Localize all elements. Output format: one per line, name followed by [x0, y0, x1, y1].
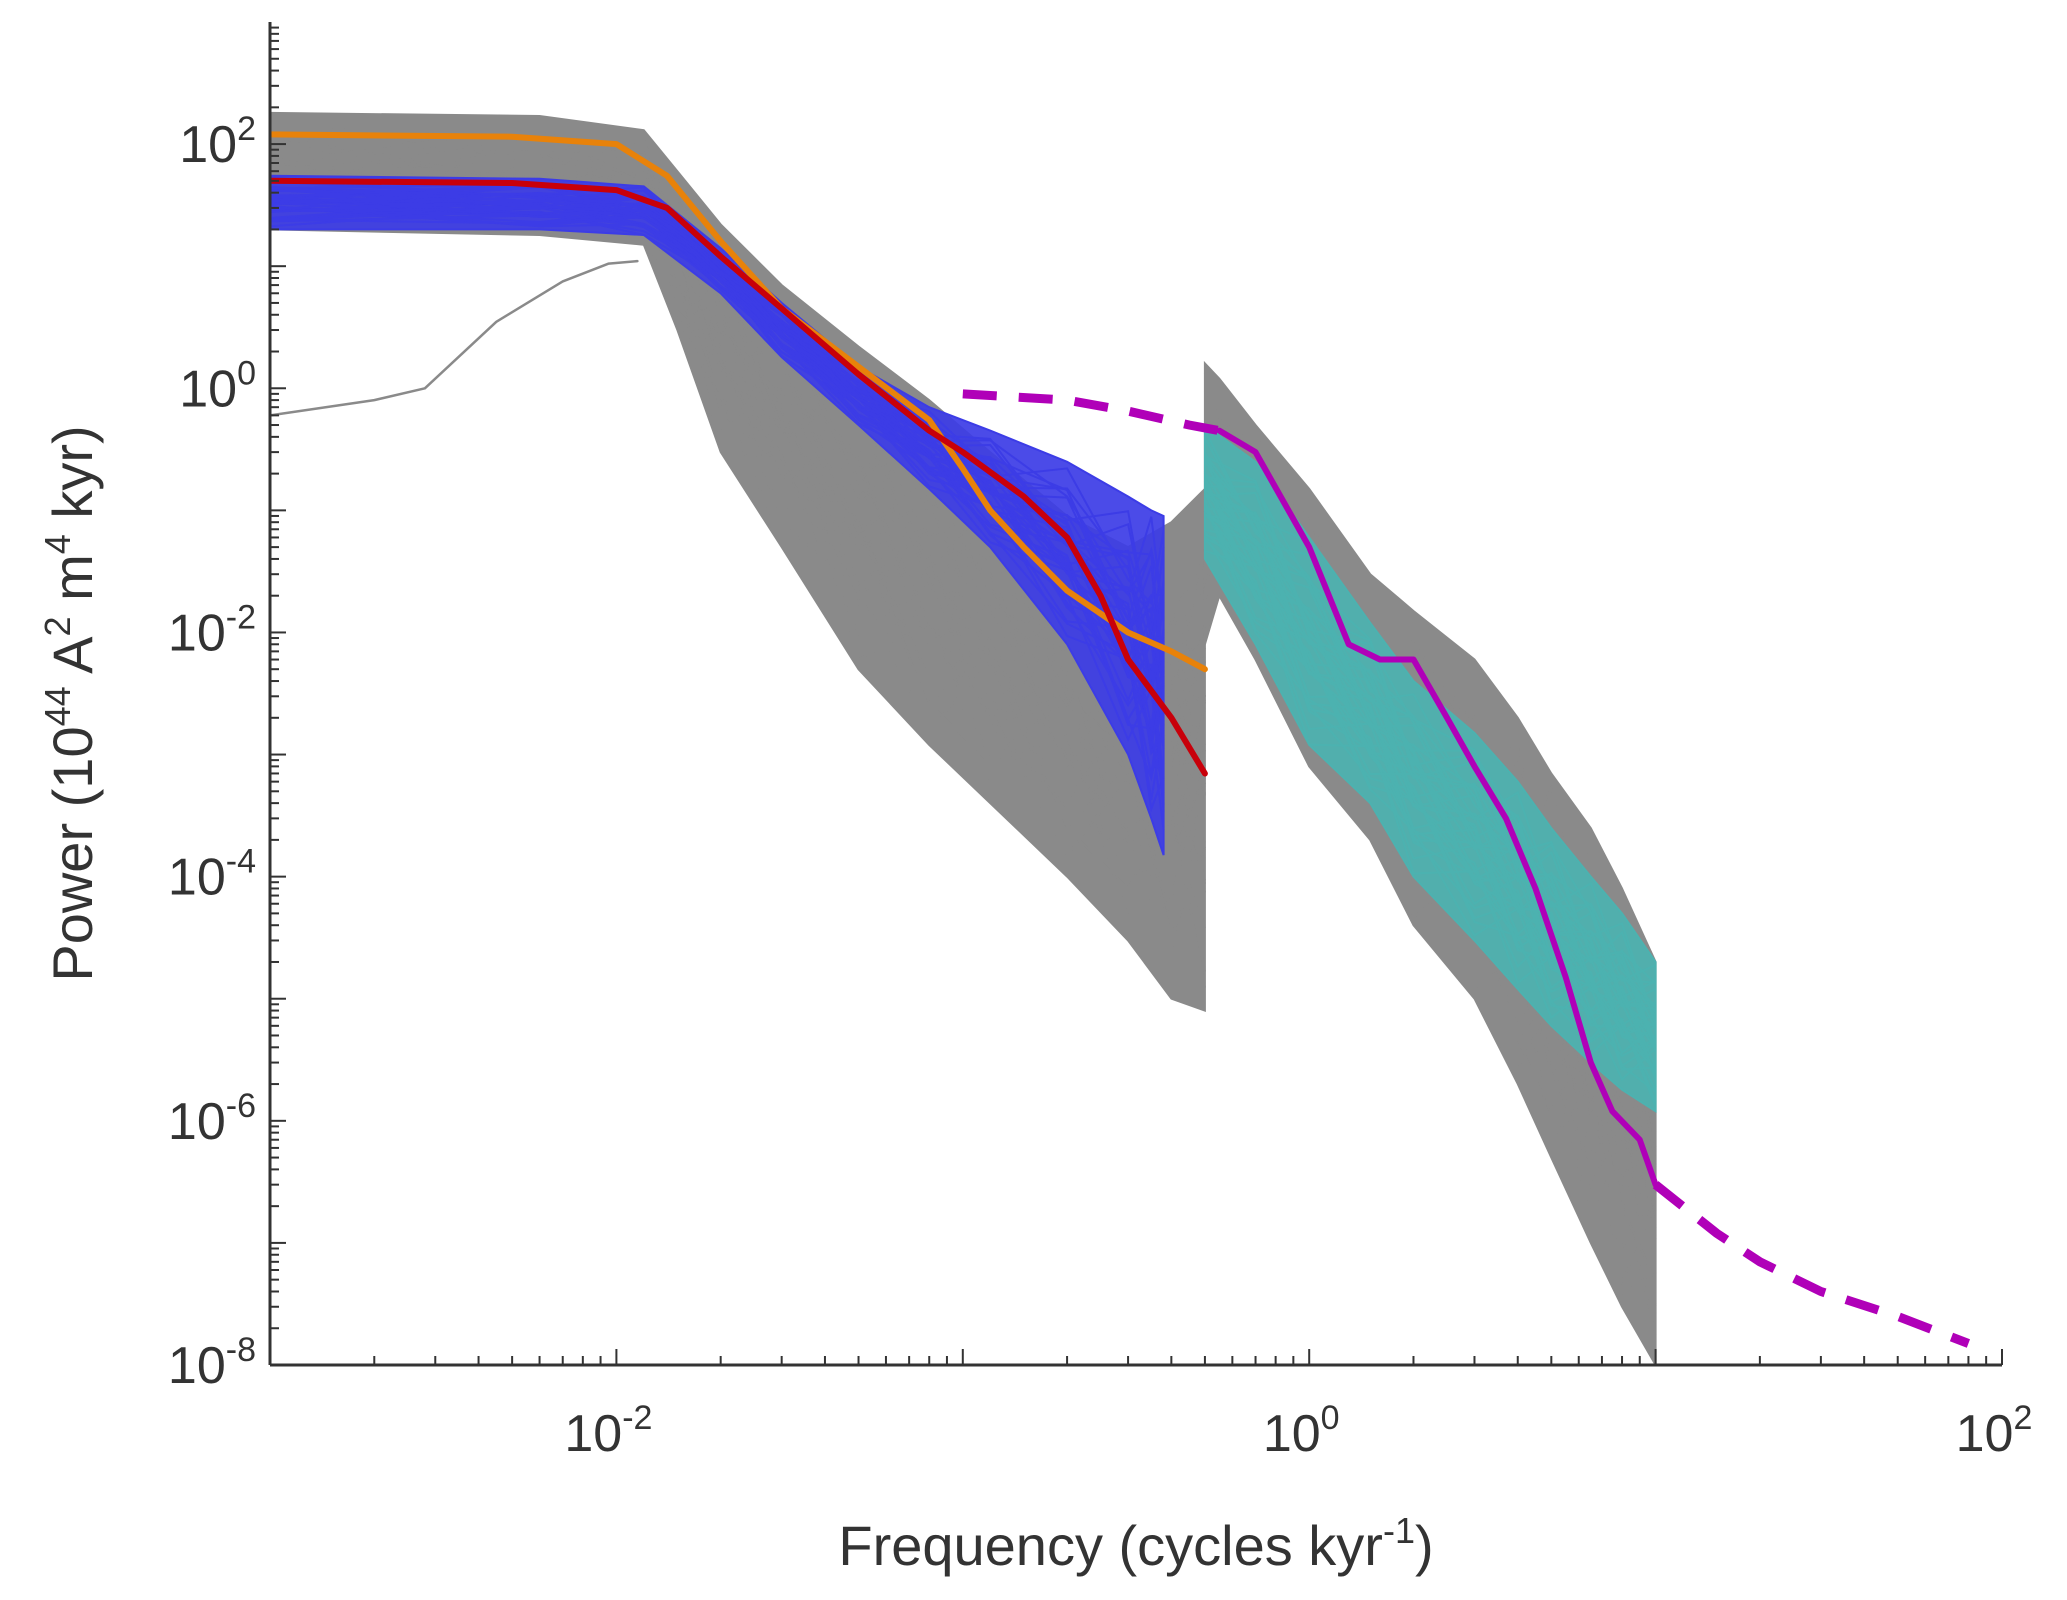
y-tick-exponent: -8	[226, 1331, 256, 1369]
teal-ensemble-strand	[1204, 455, 1657, 1026]
magenta-solid-line	[1216, 427, 1659, 1188]
x-tick-base: 10	[1263, 1405, 1321, 1463]
x-tick-label: 100	[1263, 1399, 1340, 1463]
teal-ensemble-strand	[1204, 534, 1657, 1082]
y-tick-base: 10	[168, 604, 226, 662]
teal-ensemble-strand	[1204, 437, 1657, 1029]
y-axis-label-end: kyr)	[41, 425, 104, 534]
y-tick-base: 10	[179, 360, 237, 418]
teal-ensemble-strand	[1204, 473, 1657, 1052]
x-tick-label: 10-2	[564, 1399, 652, 1463]
teal-ensemble-strand	[1204, 485, 1657, 985]
y-axis-label-text: Power (10	[41, 726, 104, 981]
x-tick-base: 10	[1956, 1405, 2014, 1463]
y-tick-exponent: -6	[226, 1087, 256, 1125]
axes	[268, 22, 2002, 1367]
series-magenta-solid	[1216, 427, 1659, 1188]
y-axis-label: Power (1044 A2 m4 kyr)	[37, 425, 104, 981]
x-tick-exponent: -2	[622, 1399, 652, 1437]
ticks	[269, 26, 2003, 1366]
x-axis-label: Frequency (cycles kyr-1)	[838, 1510, 1433, 1577]
y-axis-label-exp-3: 4	[37, 534, 78, 554]
teal-ensemble-strand	[1204, 494, 1657, 1052]
x-tick-exponent: 0	[1321, 1399, 1340, 1437]
y-tick-exponent: -2	[226, 598, 256, 636]
red-line-line	[270, 177, 1208, 777]
x-axis-label-exponent: -1	[1383, 1510, 1415, 1551]
y-tick-base: 10	[168, 1093, 226, 1151]
x-axis-label-close: )	[1415, 1514, 1434, 1577]
y-axis-label-mid: A	[41, 636, 104, 686]
y-axis-label-mid-2: m	[41, 554, 104, 616]
blue-ensemble-band	[270, 174, 1165, 856]
x-tick-exponent: 2	[2013, 1399, 2032, 1437]
y-tick-label: 10-4	[168, 843, 256, 907]
y-tick-label: 10-6	[168, 1087, 256, 1151]
gray-outlier-line	[270, 259, 639, 417]
teal-ensemble-strand	[1204, 461, 1657, 982]
series-magenta-dashed-right	[1652, 1181, 1971, 1348]
teal-ensemble-strand	[1204, 489, 1656, 984]
y-tick-exponent: -4	[226, 843, 256, 881]
plot-area	[270, 111, 1971, 1365]
y-axis-label-exp-1: 44	[37, 686, 78, 726]
y-tick-exponent: 2	[237, 110, 256, 148]
y-tick-base: 10	[168, 849, 226, 907]
teal-ensemble-strand	[1203, 452, 1657, 1029]
series-red-line	[270, 177, 1208, 777]
teal-ensemble-strand	[1204, 491, 1657, 1078]
series-teal-ensemble	[1203, 423, 1657, 1114]
magenta-dashed-right-line	[1652, 1181, 1971, 1348]
y-tick-base: 10	[168, 1337, 226, 1395]
series-magenta-dashed-left	[962, 389, 1221, 436]
teal-ensemble-strand	[1204, 429, 1657, 1008]
y-tick-base: 10	[179, 116, 237, 174]
y-tick-label: 100	[179, 354, 256, 418]
x-tick-label: 102	[1956, 1399, 2033, 1463]
magenta-dashed-left-line	[962, 389, 1221, 436]
x-tick-base: 10	[564, 1405, 622, 1463]
y-tick-label: 10-2	[168, 598, 256, 662]
y-tick-label: 10-8	[168, 1331, 256, 1395]
x-axis-label-text: Frequency (cycles kyr	[838, 1514, 1383, 1577]
y-axis-label-exp-2: 2	[37, 616, 78, 636]
teal-ensemble-strand	[1204, 513, 1657, 1080]
series-gray-outlier	[270, 259, 639, 417]
y-tick-label: 102	[179, 110, 256, 174]
blue-ensemble-strand	[270, 197, 1165, 674]
blue-ensemble-strand	[270, 197, 1165, 736]
y-tick-exponent: 0	[237, 354, 256, 392]
